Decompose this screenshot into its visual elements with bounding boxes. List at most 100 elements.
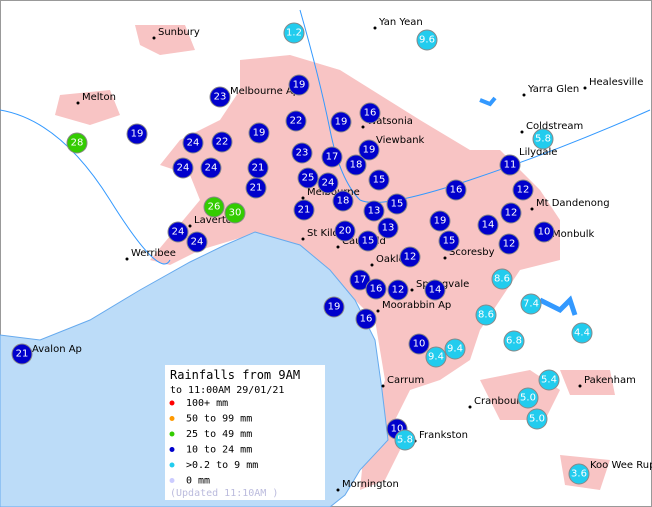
station-marker	[345, 154, 367, 176]
station-value: 22	[290, 116, 303, 127]
station-value: 4.4	[574, 328, 590, 339]
place-dot	[361, 125, 365, 129]
place-dot	[336, 488, 340, 492]
place-dot	[152, 36, 156, 40]
station-marker	[172, 157, 194, 179]
station-marker	[394, 429, 416, 451]
station-value: 24	[191, 237, 204, 248]
station-value: 10	[391, 424, 404, 435]
station-marker	[321, 146, 343, 168]
station-value: 24	[172, 227, 185, 238]
station-marker	[245, 177, 267, 199]
place-label: Mt Dandenong	[536, 198, 610, 209]
station-value: 23	[214, 92, 227, 103]
place-label: Healesville	[589, 77, 643, 88]
legend-box	[165, 365, 325, 500]
station-marker	[399, 246, 421, 268]
place-label: Lilydale	[519, 147, 557, 158]
place-dot	[410, 288, 414, 292]
station-marker	[363, 200, 385, 222]
station-marker	[211, 131, 233, 153]
station-value: 30	[229, 208, 242, 219]
station-value: 12	[517, 185, 530, 196]
station-marker	[408, 333, 430, 355]
station-marker	[349, 269, 371, 291]
place-dot	[520, 130, 524, 134]
station-value: 25	[302, 173, 315, 184]
place-dot	[125, 257, 129, 261]
station-value: 3.6	[571, 469, 587, 480]
station-marker	[416, 29, 438, 51]
station-value: 21	[252, 163, 265, 174]
station-marker	[387, 279, 409, 301]
station-value: 8.6	[478, 310, 494, 321]
station-marker	[365, 278, 387, 300]
station-marker	[526, 408, 548, 430]
station-value: 14	[482, 220, 495, 231]
station-marker	[283, 22, 305, 44]
station-marker	[477, 214, 499, 236]
place-label: Melton	[82, 92, 116, 103]
place-label: Pakenham	[584, 375, 636, 386]
station-value: 20	[339, 226, 352, 237]
station-marker	[332, 190, 354, 212]
station-value: 16	[360, 314, 373, 325]
station-marker	[500, 202, 522, 224]
station-value: 15	[373, 175, 386, 186]
station-marker	[330, 111, 352, 133]
place-dot	[443, 256, 447, 260]
station-value: 16	[450, 185, 463, 196]
station-marker	[429, 210, 451, 232]
station-value: 15	[362, 236, 375, 247]
station-marker	[445, 179, 467, 201]
station-value: 24	[205, 163, 218, 174]
station-value: 7.4	[523, 299, 539, 310]
legend-label: >0.2 to 9 mm	[186, 460, 258, 471]
place-label: Avalon Ap	[32, 344, 82, 355]
place-label: Watsonia	[367, 116, 413, 127]
station-marker	[568, 463, 590, 485]
place-label: Melbourne	[307, 187, 360, 198]
station-marker	[520, 293, 542, 315]
station-value: 16	[364, 108, 377, 119]
station-value: 10	[413, 339, 426, 350]
rivers	[0, 9, 651, 316]
legend-label: 0 mm	[186, 476, 210, 487]
place-label: Werribee	[131, 248, 176, 259]
station-value: 5.4	[541, 375, 557, 386]
station-value: 17	[354, 275, 367, 286]
place-dot	[188, 224, 192, 228]
station-marker	[334, 220, 356, 242]
place-label: Viewbank	[376, 135, 425, 146]
station-marker	[425, 346, 447, 368]
station-value: 21	[16, 349, 29, 360]
station-marker	[533, 221, 555, 243]
station-marker	[355, 308, 377, 330]
place-label: St Kilda	[307, 228, 345, 239]
legend-label: 25 to 49 mm	[186, 429, 252, 440]
station-value: 15	[391, 199, 404, 210]
station-value: 9.4	[428, 352, 444, 363]
station-value: 16	[370, 284, 383, 295]
station-marker	[358, 139, 380, 161]
legend-subtitle: to 11:00AM 29/01/21	[170, 385, 284, 396]
place-label: Laverton	[194, 215, 238, 226]
station-value: 19	[328, 302, 341, 313]
station-marker	[438, 230, 460, 252]
station-marker	[209, 86, 231, 108]
station-value: 18	[337, 196, 350, 207]
legend-swatch	[169, 416, 175, 421]
place-dot	[76, 101, 80, 105]
station-marker	[498, 233, 520, 255]
station-marker	[491, 268, 513, 290]
place-label: Scoresby	[449, 247, 495, 258]
station-value: 12	[505, 208, 518, 219]
station-value: 1.2	[286, 28, 302, 39]
place-dot	[583, 86, 587, 90]
station-marker	[66, 132, 88, 154]
station-value: 26	[208, 202, 221, 213]
place-dot	[522, 93, 526, 97]
place-dot	[381, 384, 385, 388]
place-label: Carrum	[387, 375, 424, 386]
